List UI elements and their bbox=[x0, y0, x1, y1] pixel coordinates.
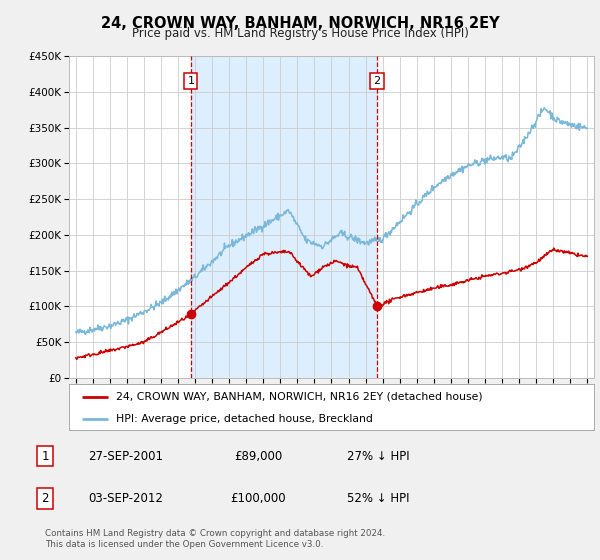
Text: 2: 2 bbox=[41, 492, 49, 505]
Text: 24, CROWN WAY, BANHAM, NORWICH, NR16 2EY (detached house): 24, CROWN WAY, BANHAM, NORWICH, NR16 2EY… bbox=[116, 391, 483, 402]
Text: 03-SEP-2012: 03-SEP-2012 bbox=[89, 492, 163, 505]
Text: Contains HM Land Registry data © Crown copyright and database right 2024.
This d: Contains HM Land Registry data © Crown c… bbox=[45, 529, 385, 549]
Text: £100,000: £100,000 bbox=[230, 492, 286, 505]
Text: £89,000: £89,000 bbox=[234, 450, 282, 463]
Text: 52% ↓ HPI: 52% ↓ HPI bbox=[347, 492, 409, 505]
Text: 1: 1 bbox=[187, 76, 194, 86]
Bar bbox=[191, 56, 377, 378]
Text: 27% ↓ HPI: 27% ↓ HPI bbox=[347, 450, 409, 463]
Text: 1: 1 bbox=[41, 450, 49, 463]
Text: 27-SEP-2001: 27-SEP-2001 bbox=[89, 450, 163, 463]
Text: 2: 2 bbox=[373, 76, 380, 86]
Text: HPI: Average price, detached house, Breckland: HPI: Average price, detached house, Brec… bbox=[116, 414, 373, 424]
Text: Price paid vs. HM Land Registry's House Price Index (HPI): Price paid vs. HM Land Registry's House … bbox=[131, 27, 469, 40]
Text: 24, CROWN WAY, BANHAM, NORWICH, NR16 2EY: 24, CROWN WAY, BANHAM, NORWICH, NR16 2EY bbox=[101, 16, 499, 31]
